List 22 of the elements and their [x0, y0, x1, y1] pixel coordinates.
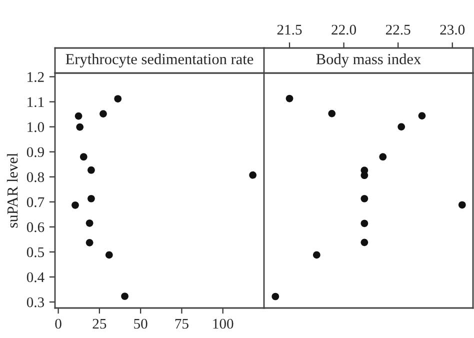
y-tick-label: 0.7 — [26, 197, 44, 208]
y-tick-label: 1.0 — [28, 122, 44, 132]
x-tick-label: 0 — [55, 318, 62, 329]
y-tick-label: 0.8 — [26, 172, 44, 182]
y-tick-label: 1.2 — [28, 72, 44, 82]
x-tick-label: 22.5 — [386, 24, 410, 35]
y-tick-label: 0.6 — [26, 222, 44, 232]
chart-title: Body mass index — [316, 54, 421, 68]
x-tick-label: 21.5 — [277, 24, 302, 35]
y-tick-label: 0.5 — [26, 247, 44, 258]
y-tick-label: 0.4 — [26, 272, 44, 282]
x-tick-label: 50 — [134, 318, 148, 329]
y-tick-label: 0.9 — [26, 147, 44, 158]
y-tick-label: 0.3 — [26, 297, 44, 308]
x-tick-label: 75 — [175, 318, 188, 329]
chart-title: Erythrocyte sedimentation rate — [66, 54, 254, 68]
x-tick-label: 22.0 — [332, 24, 356, 35]
y-axis-title: suPAR level — [6, 153, 18, 228]
x-tick-label: 23.0 — [440, 24, 465, 35]
y-tick-label: 1.1 — [28, 97, 44, 108]
x-tick-label: 100 — [213, 318, 234, 329]
x-tick-label: 25 — [92, 318, 106, 329]
